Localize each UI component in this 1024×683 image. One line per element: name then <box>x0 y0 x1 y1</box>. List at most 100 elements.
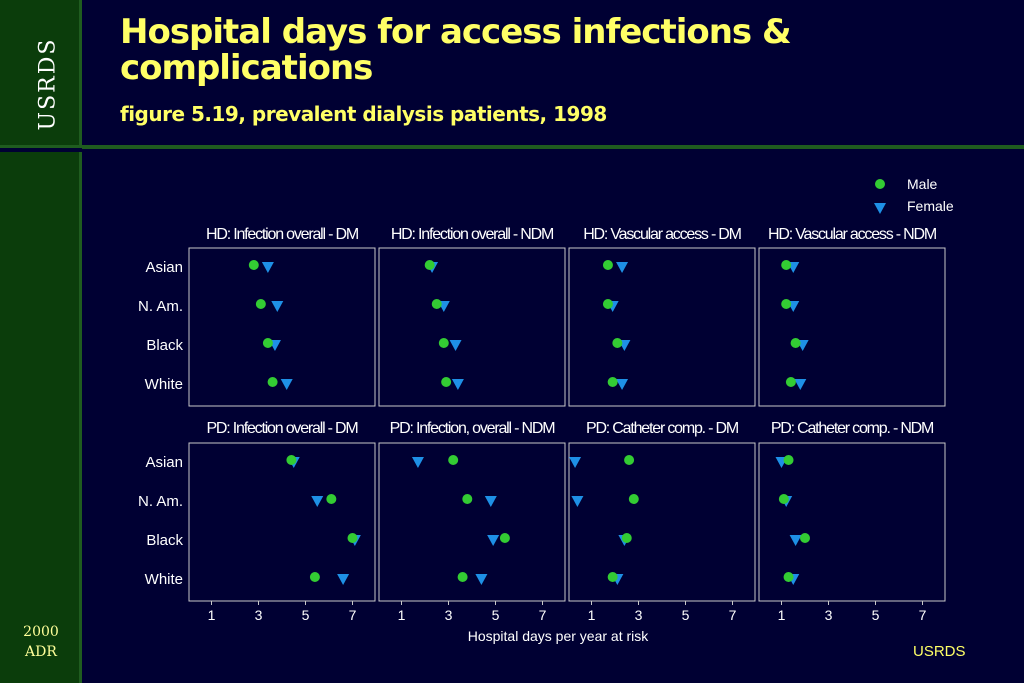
female-marker <box>261 262 274 273</box>
female-marker <box>451 379 464 390</box>
male-marker <box>441 377 452 387</box>
male-marker <box>462 494 473 504</box>
male-marker <box>602 260 613 270</box>
male-marker <box>255 299 266 309</box>
x-tick-label: 7 <box>919 607 927 623</box>
female-marker <box>475 574 488 585</box>
male-marker <box>783 572 794 582</box>
x-tick-label: 5 <box>492 607 500 623</box>
male-marker <box>457 572 468 582</box>
panel-title: PD: Infection, overall - NDM <box>390 420 556 437</box>
panel-title: PD: Catheter comp. - DM <box>586 420 739 437</box>
x-tick-label: 5 <box>302 607 310 623</box>
male-marker <box>607 377 618 387</box>
female-marker <box>337 574 350 585</box>
female-marker <box>789 535 802 546</box>
panel-frame <box>188 442 376 602</box>
male-marker <box>781 260 792 270</box>
male-marker <box>607 572 618 582</box>
male-marker <box>309 572 320 582</box>
male-marker <box>326 494 337 504</box>
male-marker <box>602 299 613 309</box>
male-marker <box>438 338 449 348</box>
x-tick-label: 3 <box>255 607 263 623</box>
male-marker <box>286 455 297 465</box>
x-tick-label: 1 <box>208 607 216 623</box>
x-tick-label: 3 <box>445 607 453 623</box>
female-marker <box>449 340 462 351</box>
female-marker <box>794 379 807 390</box>
panel-title: PD: Infection overall - DM <box>206 420 358 437</box>
category-label: White <box>145 571 183 588</box>
male-marker <box>262 338 273 348</box>
x-tick-label: 1 <box>588 607 596 623</box>
male-marker <box>781 299 792 309</box>
panel-title: HD: Infection overall - DM <box>206 226 359 243</box>
x-tick-label: 7 <box>539 607 547 623</box>
panel-frame <box>378 247 566 407</box>
male-marker <box>499 533 510 543</box>
x-tick-label: 5 <box>682 607 690 623</box>
x-tick-label: 1 <box>778 607 786 623</box>
female-marker <box>280 379 293 390</box>
male-marker <box>790 338 801 348</box>
panel-title: HD: Vascular access - NDM <box>768 226 937 243</box>
panel-frame <box>758 247 946 407</box>
panel-title: HD: Vascular access - DM <box>583 226 741 243</box>
category-label: Black <box>146 337 183 354</box>
male-marker <box>778 494 789 504</box>
female-marker <box>571 496 584 507</box>
footer-brand: USRDS <box>913 643 966 660</box>
sidebar-panel <box>0 152 82 683</box>
category-label: Asian <box>145 454 183 471</box>
panel-frame <box>568 442 756 602</box>
male-marker <box>448 455 459 465</box>
page-title: Hospital days for access infections & co… <box>120 12 792 88</box>
x-tick-label: 3 <box>635 607 643 623</box>
sidebar-brand-panel: USRDS <box>0 0 82 148</box>
panel-frame <box>568 247 756 407</box>
male-marker <box>612 338 623 348</box>
x-tick-label: 3 <box>825 607 833 623</box>
male-marker <box>248 260 259 270</box>
male-marker <box>800 533 810 543</box>
legend-male-label: Male <box>907 176 938 192</box>
female-marker <box>616 262 629 273</box>
x-tick-label: 7 <box>349 607 357 623</box>
header-divider <box>82 145 1024 149</box>
male-marker <box>267 377 278 387</box>
male-marker <box>621 533 632 543</box>
female-marker <box>487 535 500 546</box>
female-marker <box>616 379 629 390</box>
x-tick-label: 1 <box>398 607 406 623</box>
category-label: Asian <box>145 259 183 276</box>
panel-title: HD: Infection overall - NDM <box>391 226 554 243</box>
female-marker <box>271 301 284 312</box>
page-subtitle: figure 5.19, prevalent dialysis patients… <box>120 102 607 126</box>
female-marker <box>484 496 497 507</box>
male-marker <box>624 455 635 465</box>
female-marker <box>569 457 582 468</box>
male-marker <box>785 377 796 387</box>
panel-frame <box>378 442 566 602</box>
x-tick-label: 7 <box>729 607 737 623</box>
panel-frame <box>188 247 376 407</box>
category-label: N. Am. <box>138 493 183 510</box>
legend-female-label: Female <box>907 198 954 214</box>
edition-report: ADR <box>25 644 57 660</box>
x-axis-title: Hospital days per year at risk <box>468 628 650 644</box>
male-marker <box>628 494 639 504</box>
female-marker <box>411 457 424 468</box>
category-label: White <box>145 376 183 393</box>
male-marker <box>347 533 358 543</box>
legend-male-marker <box>875 179 885 189</box>
legend-female-marker <box>874 203 886 214</box>
male-marker <box>431 299 442 309</box>
x-tick-label: 5 <box>872 607 880 623</box>
category-label: N. Am. <box>138 298 183 315</box>
panel-frame <box>758 442 946 602</box>
edition-label: 2000 ADR <box>0 622 82 662</box>
category-label: Black <box>146 532 183 549</box>
edition-year: 2000 <box>23 624 59 640</box>
